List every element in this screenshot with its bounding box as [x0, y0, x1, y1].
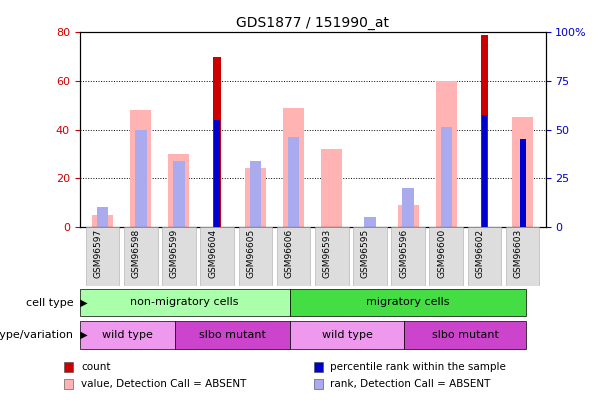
- Text: non-migratory cells: non-migratory cells: [131, 297, 239, 307]
- Bar: [80, 322, 175, 349]
- Bar: [321, 149, 342, 227]
- Text: ▶: ▶: [77, 330, 87, 340]
- Bar: [288, 137, 299, 227]
- Bar: [512, 117, 533, 227]
- Bar: [290, 322, 405, 349]
- Bar: [314, 379, 323, 389]
- Text: GSM96602: GSM96602: [476, 228, 484, 278]
- Bar: [162, 227, 196, 286]
- Bar: [405, 322, 527, 349]
- Bar: [169, 154, 189, 227]
- Text: GSM96605: GSM96605: [246, 228, 256, 278]
- Text: genotype/variation: genotype/variation: [0, 330, 74, 340]
- Bar: [482, 115, 487, 227]
- Bar: [92, 215, 113, 227]
- Text: wild type: wild type: [102, 330, 153, 339]
- Bar: [97, 207, 109, 227]
- Bar: [135, 130, 147, 227]
- Bar: [86, 227, 120, 286]
- Bar: [276, 227, 310, 286]
- Bar: [213, 57, 221, 227]
- Bar: [430, 227, 463, 286]
- Bar: [290, 289, 527, 316]
- Text: GSM96595: GSM96595: [361, 228, 370, 278]
- Text: GSM96598: GSM96598: [132, 228, 141, 278]
- Bar: [175, 322, 290, 349]
- Text: GSM96600: GSM96600: [437, 228, 446, 278]
- Bar: [80, 289, 290, 316]
- Bar: [481, 35, 489, 227]
- Bar: [315, 227, 349, 286]
- Bar: [173, 161, 185, 227]
- Bar: [364, 217, 376, 227]
- Bar: [215, 120, 220, 227]
- Text: cell type: cell type: [26, 298, 74, 308]
- Text: GSM96604: GSM96604: [208, 228, 217, 278]
- Text: GSM96593: GSM96593: [322, 228, 332, 278]
- Bar: [398, 205, 419, 227]
- Bar: [200, 227, 234, 286]
- Bar: [283, 108, 304, 227]
- Text: GSM96597: GSM96597: [94, 228, 102, 278]
- Text: GSM96606: GSM96606: [284, 228, 294, 278]
- Bar: [402, 188, 414, 227]
- Text: count: count: [81, 362, 110, 372]
- Text: GSM96596: GSM96596: [399, 228, 408, 278]
- Text: rank, Detection Call = ABSENT: rank, Detection Call = ABSENT: [330, 379, 491, 389]
- Bar: [314, 362, 323, 372]
- Text: wild type: wild type: [322, 330, 373, 339]
- Text: percentile rank within the sample: percentile rank within the sample: [330, 362, 506, 372]
- Bar: [64, 362, 74, 372]
- Bar: [131, 110, 151, 227]
- Text: migratory cells: migratory cells: [367, 297, 450, 307]
- Bar: [391, 227, 425, 286]
- Bar: [468, 227, 501, 286]
- Bar: [506, 227, 539, 286]
- Text: slbo mutant: slbo mutant: [199, 330, 266, 339]
- Bar: [238, 227, 272, 286]
- Bar: [520, 139, 525, 227]
- Bar: [124, 227, 158, 286]
- Bar: [245, 168, 266, 227]
- Title: GDS1877 / 151990_at: GDS1877 / 151990_at: [236, 16, 389, 30]
- Bar: [249, 161, 261, 227]
- Bar: [64, 379, 74, 389]
- Text: ▶: ▶: [77, 298, 87, 308]
- Bar: [441, 127, 452, 227]
- Text: value, Detection Call = ABSENT: value, Detection Call = ABSENT: [81, 379, 246, 389]
- Bar: [353, 227, 387, 286]
- Text: GSM96599: GSM96599: [170, 228, 179, 278]
- Bar: [436, 81, 457, 227]
- Text: slbo mutant: slbo mutant: [432, 330, 499, 339]
- Text: GSM96603: GSM96603: [514, 228, 523, 278]
